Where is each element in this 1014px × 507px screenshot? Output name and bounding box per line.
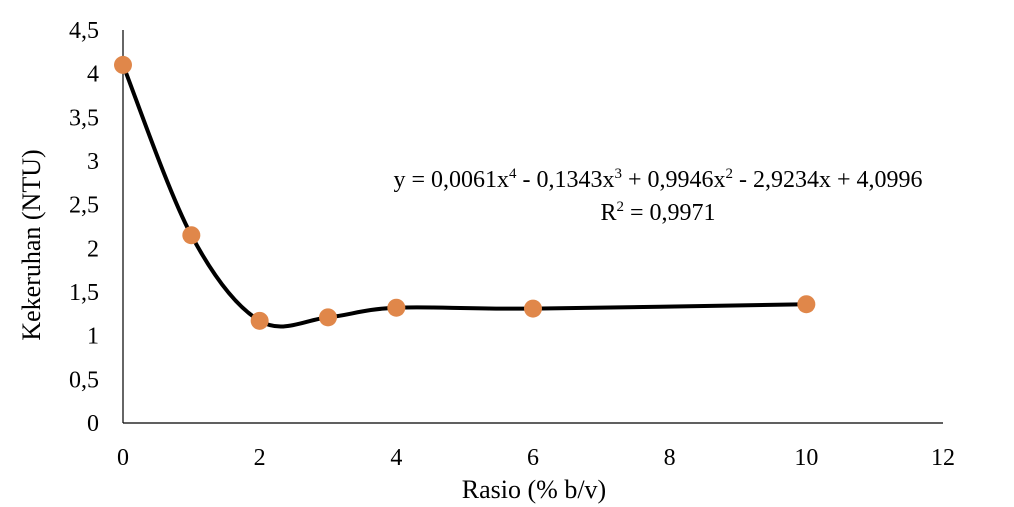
y-tick-label: 2	[87, 236, 99, 262]
series-curve	[121, 62, 809, 329]
x-tick-label: 8	[664, 445, 676, 471]
y-tick-label: 2,5	[69, 193, 99, 219]
trendline-r-squared: R2 = 0,9971	[600, 199, 715, 226]
x-tick-label: 2	[254, 445, 266, 471]
x-tick-label: 10	[794, 445, 818, 471]
y-tick-label: 4,5	[69, 18, 99, 44]
x-tick-label: 6	[527, 445, 539, 471]
y-tick-label: 1	[87, 324, 99, 350]
x-tick-label: 0	[117, 445, 129, 471]
x-axis-title: Rasio (% b/v)	[462, 475, 606, 504]
y-tick-label: 4	[87, 62, 99, 88]
axes: 0 0,5 1 1,5 2 2,5 3 3,5 4 4,5 0 2 4 6 8 10 12	[69, 18, 955, 471]
data-point	[250, 311, 269, 330]
y-tick-label: 3	[87, 149, 99, 175]
y-tick-label: 0	[87, 411, 99, 437]
x-tick-label: 4	[390, 445, 402, 471]
y-tick-label: 3,5	[69, 105, 99, 131]
y-tick-label: 1,5	[69, 280, 99, 306]
trendline-equation: y = 0,0061x4 - 0,1343x3 + 0,9946x2 - 2,9…	[393, 166, 922, 193]
data-point	[387, 298, 406, 317]
data-point	[319, 308, 337, 327]
data-point	[114, 55, 132, 74]
smooth-curve-layer	[121, 62, 809, 329]
y-tick-label: 0,5	[69, 367, 99, 393]
data-point	[797, 295, 816, 314]
data-point	[182, 226, 201, 245]
data-points-layer	[114, 55, 816, 330]
x-tick-label: 12	[931, 445, 955, 471]
data-point	[524, 299, 542, 318]
y-axis-title: Kekeruhan (NTU)	[17, 149, 46, 340]
